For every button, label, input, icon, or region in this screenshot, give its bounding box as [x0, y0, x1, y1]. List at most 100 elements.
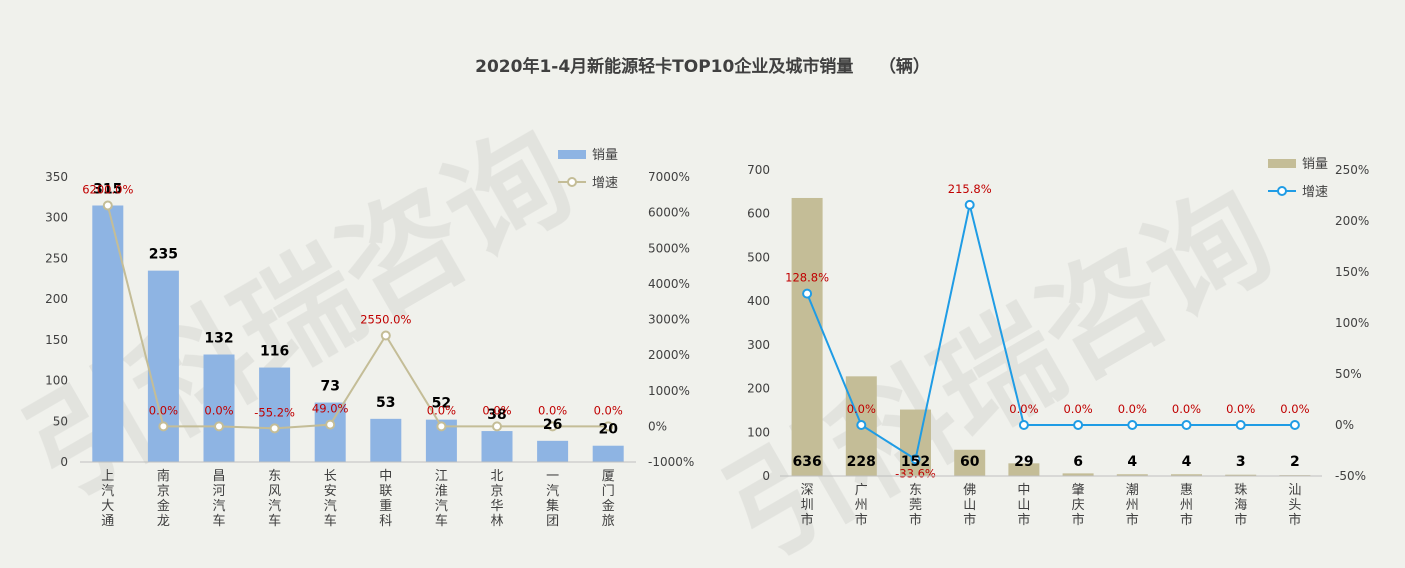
y-tick-label: 350 [45, 170, 68, 184]
growth-point [547, 421, 558, 432]
x-tick-label: 东 [909, 483, 922, 498]
y2-tick-label: 200% [1335, 214, 1369, 228]
growth-value-label: 0.0% [1226, 402, 1255, 416]
y-tick-label: 300 [45, 211, 68, 225]
x-tick-label: 汽 [435, 499, 448, 514]
y2-tick-label: 250% [1335, 163, 1369, 177]
y-tick-label: 250 [45, 251, 68, 265]
x-tick-label: 广 [855, 483, 868, 498]
x-tick-label: 河 [212, 484, 225, 499]
bar-value-label: 2 [1290, 454, 1300, 470]
growth-point [603, 421, 614, 432]
growth-value-label: 215.8% [948, 182, 992, 196]
bar [1062, 473, 1094, 476]
y-tick-label: 100 [45, 374, 68, 388]
growth-value-label: 0.0% [538, 403, 567, 417]
growth-point [856, 420, 867, 430]
x-tick-label: 风 [268, 484, 281, 499]
x-tick-label: 南 [157, 468, 170, 484]
x-tick-label: 头 [1288, 498, 1301, 513]
x-tick-label: 淮 [435, 484, 448, 499]
bar [259, 367, 291, 462]
x-tick-label: 车 [268, 513, 281, 529]
bar-value-label: 73 [320, 379, 339, 395]
x-tick-label: 金 [602, 498, 615, 514]
x-tick-label: 汽 [212, 499, 225, 514]
growth-point [269, 423, 280, 434]
x-tick-label: 昌 [212, 469, 225, 484]
x-tick-label: 厦 [602, 469, 615, 484]
growth-value-label: 0.0% [1172, 402, 1201, 416]
bar [537, 440, 569, 462]
bar [954, 449, 986, 476]
x-tick-label: 科 [379, 514, 392, 529]
x-tick-label: 圳 [801, 498, 814, 513]
bar-value-label: 26 [543, 417, 562, 433]
bar-value-label: 116 [260, 344, 289, 360]
x-tick-label: 江 [435, 469, 448, 484]
y-tick-label: 200 [45, 292, 68, 306]
y-tick-label: 100 [747, 425, 770, 439]
y-tick-label: 200 [747, 382, 770, 396]
x-tick-label: 大 [101, 499, 114, 514]
y2-tick-label: -1000% [648, 455, 694, 469]
bar [92, 205, 124, 462]
growth-value-label: 0.0% [847, 402, 876, 416]
x-tick-label: 珠 [1234, 483, 1247, 498]
growth-point [214, 421, 224, 432]
growth-value-label: 0.0% [149, 403, 178, 417]
bar-value-label: 152 [901, 454, 930, 470]
x-tick-label: 车 [435, 513, 448, 529]
growth-value-label: 0.0% [1118, 402, 1147, 416]
bar [203, 354, 235, 462]
growth-point [1073, 420, 1084, 430]
bar-value-label: 29 [1014, 454, 1033, 470]
growth-value-label: -33.6% [895, 466, 936, 480]
legend-swatch-bar [1268, 159, 1296, 168]
bar [791, 197, 823, 476]
y-tick-label: 400 [747, 294, 770, 308]
chart-left: 315 235 132 116 73 53 52 38 26 20 6200.0% 0.0% 0.0% -… [45, 148, 694, 529]
bar-value-label: 3 [1236, 454, 1246, 470]
x-tick-label: 车 [212, 513, 225, 529]
growth-point [802, 288, 813, 299]
growth-line [806, 204, 1295, 461]
x-tick-label: 惠 [1180, 483, 1193, 498]
x-tick-label: 金 [157, 498, 170, 514]
x-tick-label: 旅 [602, 514, 615, 529]
growth-point [325, 419, 336, 430]
x-tick-label: 市 [1017, 512, 1030, 528]
bar [147, 270, 179, 462]
y2-tick-label: 5000% [648, 241, 690, 255]
y-tick-label: 0 [762, 469, 770, 483]
growth-value-label: 0.0% [1009, 402, 1038, 416]
growth-point [964, 199, 975, 210]
legend-label-bar: 销量 [592, 148, 618, 163]
y-tick-label: 300 [747, 338, 770, 352]
x-tick-label: 京 [157, 484, 170, 499]
x-tick-label: 潮 [1126, 483, 1139, 498]
x-tick-label: 通 [101, 514, 114, 529]
x-tick-label: 佛 [963, 483, 976, 498]
bar [314, 402, 346, 462]
x-tick-label: 汽 [268, 499, 281, 514]
x-tick-label: 山 [1017, 498, 1030, 513]
x-tick-label: 安 [324, 484, 337, 499]
x-tick-label: 州 [1126, 498, 1139, 513]
x-tick-label: 深 [801, 483, 814, 498]
x-tick-label: 汽 [324, 499, 337, 514]
x-tick-label: 市 [1234, 512, 1247, 528]
growth-line [106, 205, 609, 430]
growth-value-label: 128.8% [785, 271, 829, 285]
growth-point [1235, 420, 1246, 430]
x-tick-label: 门 [602, 484, 615, 499]
y-tick-label: 700 [747, 163, 770, 177]
x-tick-label: 市 [909, 512, 922, 528]
y2-tick-label: -50% [1335, 469, 1366, 483]
x-tick-label: 上 [101, 469, 114, 484]
x-tick-label: 北 [490, 469, 503, 484]
x-tick-label: 肇 [1072, 483, 1085, 498]
growth-value-label: 0.0% [1280, 402, 1309, 416]
chart-title: 2020年1-4月新能源轻卡TOP10企业及城市销量 （辆） [475, 57, 930, 77]
x-tick-label: 市 [1126, 512, 1139, 528]
